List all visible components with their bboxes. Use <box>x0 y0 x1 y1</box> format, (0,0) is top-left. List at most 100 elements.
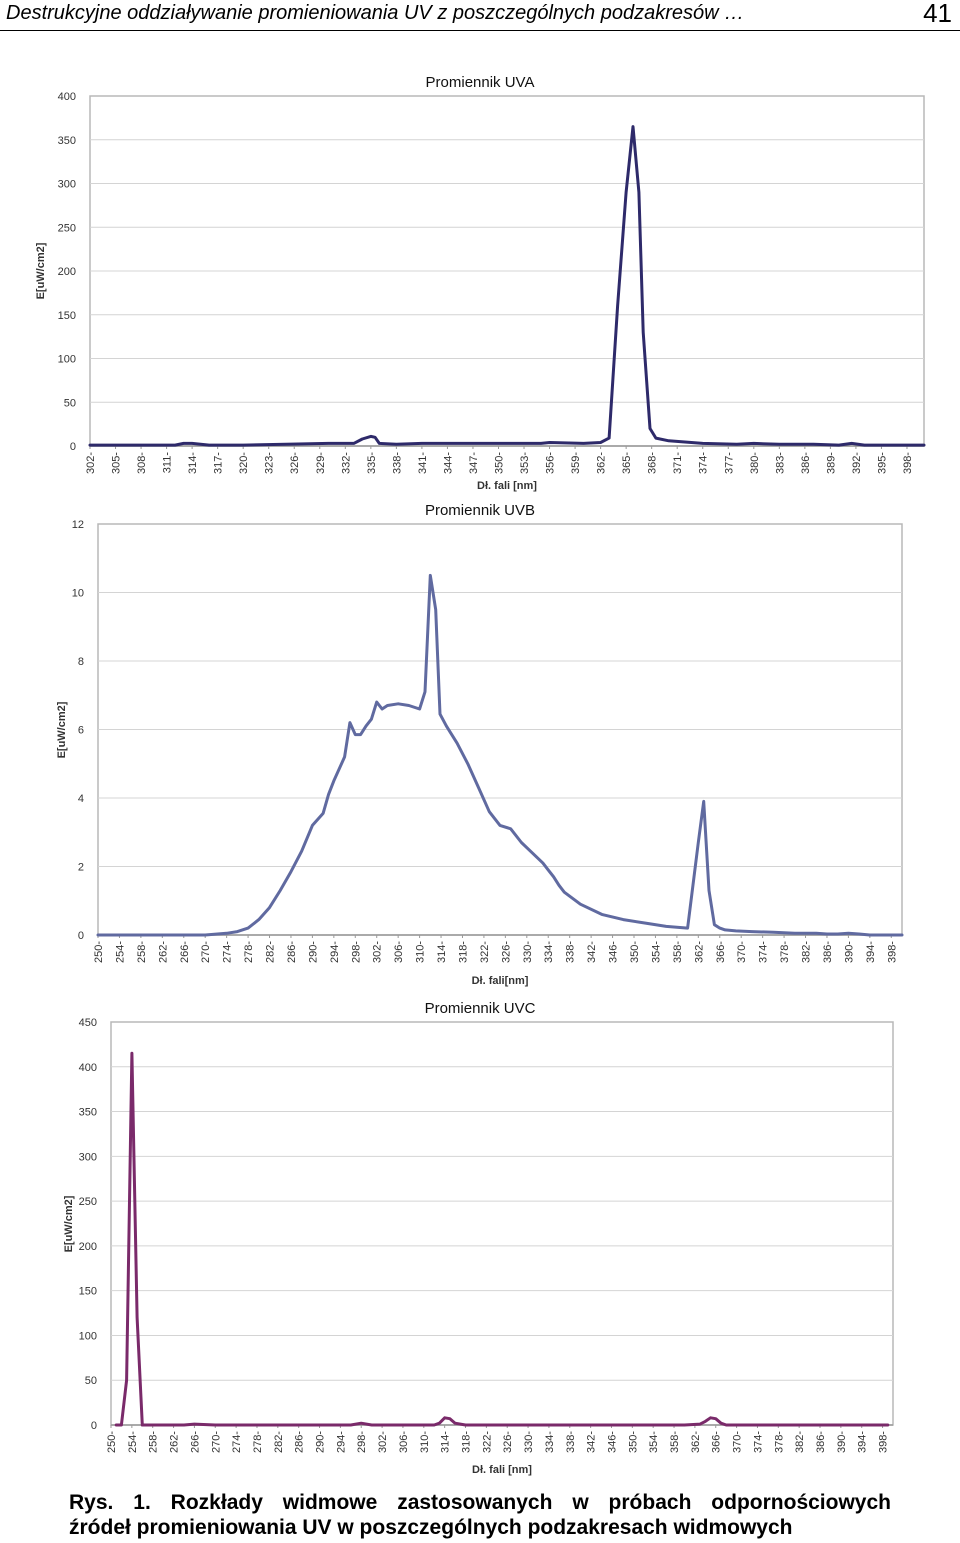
uva-x-tick-label: 398- <box>902 452 914 474</box>
uvb-x-tick-label: 358- <box>672 941 684 963</box>
uva-x-tick-label: 317- <box>213 452 225 474</box>
uvc-x-tick-label: 314- <box>440 1431 452 1453</box>
uva-x-tick-label: 305- <box>111 452 123 474</box>
uvc-x-tick-label: 290- <box>315 1431 327 1453</box>
uvc-y-tick-label: 100 <box>79 1330 97 1342</box>
uvb-y-tick-label: 0 <box>78 930 84 942</box>
uvb-series-line <box>96 573 904 937</box>
uvb-x-axis-label: Dł. fali[nm] <box>472 975 529 987</box>
uva-x-tick-label: 362- <box>596 452 608 474</box>
uva-x-tick-label: 395- <box>876 452 888 474</box>
uva-x-tick-label: 392- <box>851 452 863 474</box>
uvc-x-tick-label: 282- <box>273 1431 285 1453</box>
uvc-x-tick-label: 254- <box>127 1431 139 1453</box>
uvc-y-tick-label: 300 <box>79 1151 97 1163</box>
uvc-x-tick-label: 334- <box>544 1431 556 1453</box>
uvc-x-tick-label: 362- <box>690 1431 702 1453</box>
uvc-x-tick-label: 318- <box>461 1431 473 1453</box>
uvb-x-tick-label: 386- <box>822 941 834 963</box>
uvb-x-tick-label: 266- <box>179 941 191 963</box>
uvc-x-tick-label: 342- <box>586 1431 598 1453</box>
uvb-x-tick-label: 278- <box>243 941 255 963</box>
uva-y-tick-label: 50 <box>64 397 76 409</box>
uvb-x-tick-label: 394- <box>865 941 877 963</box>
uva-x-axis-label: Dł. fali [nm] <box>477 480 537 492</box>
uvc-x-tick-label: 350- <box>627 1431 639 1453</box>
uva-y-tick-label: 400 <box>58 91 76 103</box>
uvb-x-tick-label: 370- <box>736 941 748 963</box>
uvc-x-tick-label: 370- <box>732 1431 744 1453</box>
uva-y-tick-label: 350 <box>58 135 76 147</box>
uvb-x-tick-label: 374- <box>758 941 770 963</box>
uvc-x-axis-label: Dł. fali [nm] <box>472 1464 532 1476</box>
uvb-chart: 0 2 4 6 8 10 12 250- 254- 258- 262- 266- 270- 274- 278… <box>56 502 904 987</box>
uvb-x-tick-label: 294- <box>329 941 341 963</box>
uvc-plot-area <box>110 1021 894 1426</box>
uva-x-tick-label: 389- <box>825 452 837 474</box>
uvc-x-tick-label: 322- <box>481 1431 493 1453</box>
uvb-x-tick-label: 262- <box>157 941 169 963</box>
uvc-x-tick-label: 270- <box>210 1431 222 1453</box>
uva-x-tick-label: 356- <box>545 452 557 474</box>
uva-series-line <box>88 125 926 447</box>
uvb-x-tick-label: 298- <box>350 941 362 963</box>
uvc-x-tick-label: 358- <box>669 1431 681 1453</box>
uvb-x-tick-label: 254- <box>114 941 126 963</box>
uvc-x-tick-label: 354- <box>648 1431 660 1453</box>
uvc-x-tick-label: 390- <box>836 1431 848 1453</box>
uvb-x-tick-label: 302- <box>372 941 384 963</box>
uvc-x-tick-label: 398- <box>878 1431 890 1453</box>
uvb-x-tick-label: 322- <box>479 941 491 963</box>
uvc-chart-title: Promiennik UVC <box>425 1000 536 1017</box>
uvb-x-tick-label: 290- <box>307 941 319 963</box>
uvb-x-tick-label: 366- <box>715 941 727 963</box>
uvb-x-tick-label: 330- <box>522 941 534 963</box>
page-number: 41 <box>923 0 952 28</box>
uva-y-tick-label: 100 <box>58 354 76 366</box>
page-header: Destrukcyjne oddziaływanie promieniowani… <box>0 0 960 31</box>
uvb-x-tick-label: 306- <box>393 941 405 963</box>
uva-x-tick-label: 323- <box>264 452 276 474</box>
uvb-x-tick-label: 350- <box>629 941 641 963</box>
uvb-x-tick-label: 346- <box>608 941 620 963</box>
uvc-y-tick-label: 0 <box>91 1420 97 1432</box>
uva-x-tick-label: 350- <box>493 452 505 474</box>
uva-x-tick-label: 302- <box>85 452 97 474</box>
figure-caption: Rys. 1. Rozkłady widmowe zastosowanych w… <box>69 1490 891 1540</box>
uvc-x-tick-label: 338- <box>565 1431 577 1453</box>
uvb-x-tick-label: 270- <box>200 941 212 963</box>
uvc-x-tick-label: 262- <box>169 1431 181 1453</box>
uva-y-axis-label: E[uW/cm2] <box>35 242 47 299</box>
uvb-x-tick-label: 326- <box>500 941 512 963</box>
uvb-y-tick-label: 8 <box>78 656 84 668</box>
uvb-x-tick-label: 354- <box>650 941 662 963</box>
uvc-y-tick-label: 450 <box>79 1017 97 1029</box>
uva-x-tick-label: 374- <box>698 452 710 474</box>
uva-x-tick-label: 383- <box>774 452 786 474</box>
uva-chart: 0 50 100 150 200 250 300 350 400 302- 305- 308- 311-… <box>35 74 926 492</box>
uvc-x-tick-label: 266- <box>189 1431 201 1453</box>
uvb-x-tick-label: 338- <box>565 941 577 963</box>
uvc-y-tick-label: 200 <box>79 1241 97 1253</box>
uvb-x-tick-label: 362- <box>693 941 705 963</box>
uvc-x-tick-label: 298- <box>356 1431 368 1453</box>
uvc-series-line <box>114 1051 890 1427</box>
uva-x-tick-label: 335- <box>366 452 378 474</box>
uvc-x-tick-label: 310- <box>419 1431 431 1453</box>
uva-y-tick-label: 200 <box>58 266 76 278</box>
uvb-x-tick-label: 250- <box>93 941 105 963</box>
uva-x-tick-label: 353- <box>519 452 531 474</box>
uvb-x-tick-label: 398- <box>886 941 898 963</box>
uvc-y-tick-label: 150 <box>79 1286 97 1298</box>
uvc-chart: 0 50 100 150 200 250 300 350 400 450 250- 254- 258- 2… <box>63 1000 894 1476</box>
uva-x-tick-label: 344- <box>442 452 454 474</box>
uvc-x-tick-label: 250- <box>106 1431 118 1453</box>
uvb-y-tick-label: 2 <box>78 862 84 874</box>
uva-y-tick-label: 0 <box>70 441 76 453</box>
uva-x-tick-label: 380- <box>749 452 761 474</box>
uva-x-tick-label: 332- <box>340 452 352 474</box>
uvb-x-tick-label: 334- <box>543 941 555 963</box>
uvc-x-tick-label: 394- <box>857 1431 869 1453</box>
uvc-y-tick-label: 250 <box>79 1196 97 1208</box>
uvb-x-tick-label: 274- <box>222 941 234 963</box>
